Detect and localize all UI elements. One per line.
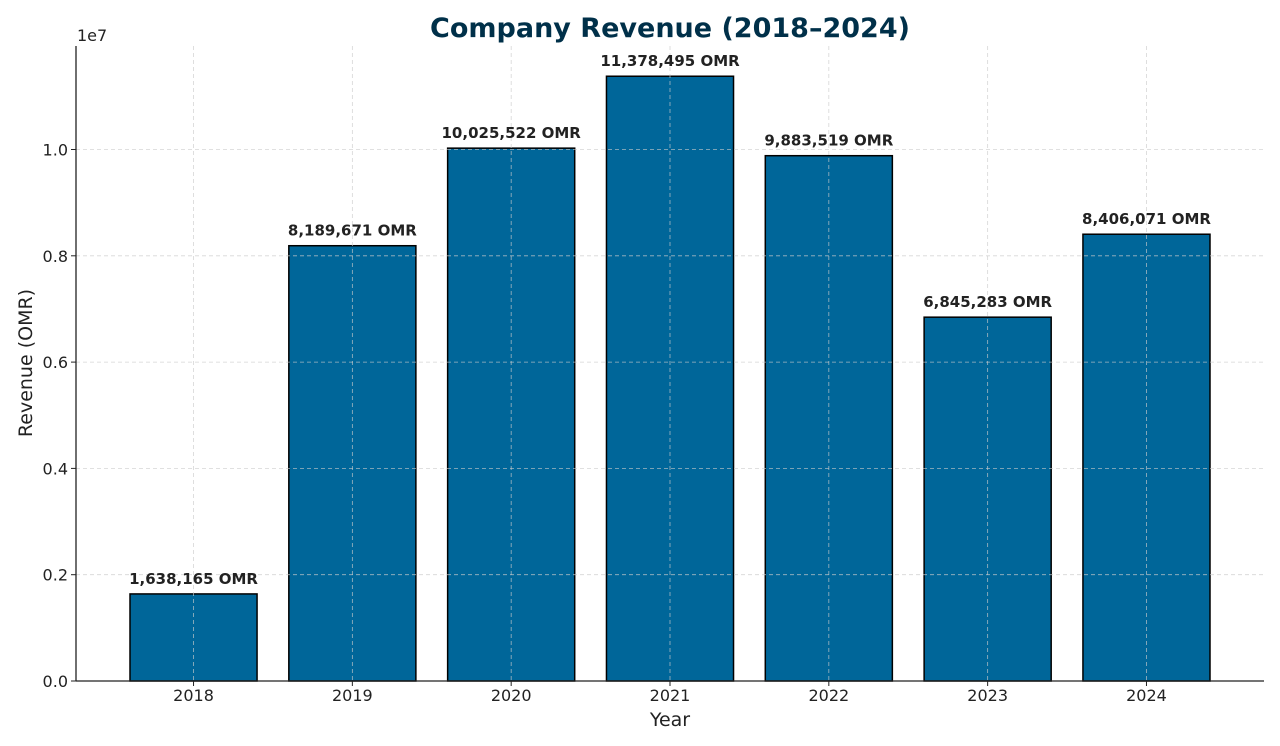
x-tick-label: 2019 xyxy=(332,686,373,705)
y-tick-label: 0.2 xyxy=(43,566,68,585)
data-label: 10,025,522 OMR xyxy=(442,124,582,142)
data-label: 8,406,071 OMR xyxy=(1082,210,1211,228)
y-tick-label: 0.4 xyxy=(43,459,68,478)
data-label: 1,638,165 OMR xyxy=(129,570,258,588)
y-tick-label: 0.8 xyxy=(43,247,68,266)
x-tick-label: 2020 xyxy=(491,686,532,705)
data-label: 9,883,519 OMR xyxy=(764,132,893,150)
y-tick-label: 0.6 xyxy=(43,353,68,372)
y-axis-label: Revenue (OMR) xyxy=(15,289,37,437)
chart-title: Company Revenue (2018–2024) xyxy=(430,13,910,44)
x-tick-label: 2023 xyxy=(967,686,1008,705)
y-tick-label: 0.0 xyxy=(43,672,68,691)
x-axis-label: Year xyxy=(649,709,690,731)
x-tick-label: 2021 xyxy=(650,686,691,705)
y-offset-label: 1e7 xyxy=(77,26,107,45)
x-tick-label: 2022 xyxy=(808,686,849,705)
data-label: 6,845,283 OMR xyxy=(923,293,1052,311)
data-label: 11,378,495 OMR xyxy=(600,52,740,70)
y-tick-label: 1.0 xyxy=(43,141,68,160)
x-tick-label: 2024 xyxy=(1126,686,1167,705)
x-tick-label: 2018 xyxy=(173,686,214,705)
data-label: 8,189,671 OMR xyxy=(288,222,417,240)
